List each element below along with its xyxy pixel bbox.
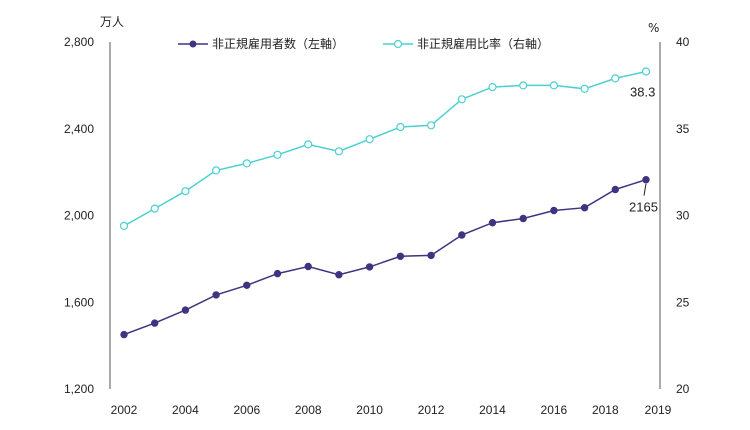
series-0-point: [304, 262, 312, 271]
series-line-0: [123, 178, 647, 336]
right-tick-label: 25: [676, 295, 690, 309]
series-0-point: [181, 306, 190, 314]
series-0-point: [427, 251, 435, 260]
left-tick-label: 1,200: [64, 382, 94, 396]
legend: 非正規雇用者数（左軸） 非正規雇用比率（右軸）: [178, 36, 549, 51]
series-1-point: [365, 135, 374, 144]
series-1-point: [212, 166, 221, 175]
legend-label-ratio: 非正規雇用比率（右軸）: [417, 36, 549, 51]
right-tick-label: 40: [676, 35, 690, 49]
x-axis: 2002 2004 2006 2008 2010 2012 2014 2016 2018 2019: [111, 403, 672, 417]
right-y-axis: 20 25 30 35 40: [659, 35, 690, 396]
x-tick-label: 2019: [645, 403, 672, 417]
series-1-point: [427, 121, 436, 130]
series-layer: 2165 38.3: [119, 67, 658, 339]
series-1-point: [549, 81, 559, 90]
right-tick-label: 35: [676, 122, 690, 136]
x-tick-label: 2002: [111, 403, 138, 417]
series-0-point: [151, 319, 159, 327]
series-0-point: [365, 263, 374, 271]
series-1-point: [242, 159, 251, 168]
series-1-end-label: 38.3: [630, 84, 655, 99]
series-1-point: [119, 221, 129, 230]
series-1-point: [488, 82, 497, 92]
legend-label-count: 非正規雇用者数（左軸）: [212, 36, 344, 51]
series-0-point: [212, 291, 220, 299]
series-1-point: [273, 150, 282, 159]
series-0-point: [273, 269, 282, 278]
x-tick-label: 2004: [172, 403, 199, 417]
series-1-point: [580, 84, 589, 93]
series-1-point: [334, 147, 343, 156]
series-1-point: [150, 204, 159, 213]
x-tick-label: 2006: [233, 403, 260, 417]
right-tick-label: 20: [676, 382, 690, 396]
left-tick-label: 2,800: [64, 35, 94, 49]
legend-marker-count: [189, 40, 197, 48]
series-line-1: [123, 70, 647, 227]
series-0-point: [488, 219, 497, 227]
x-tick-label: 2010: [356, 403, 383, 417]
left-tick-label: 2,400: [64, 122, 94, 136]
x-tick-label: 2014: [479, 403, 506, 417]
left-tick-label: 2,000: [64, 209, 94, 223]
right-tick-label: 30: [676, 209, 690, 223]
series-1-point: [181, 187, 190, 196]
series-0-point: [611, 185, 619, 194]
series-0-point: [396, 252, 405, 260]
legend-marker-ratio: [393, 39, 403, 49]
series-0-point: [642, 176, 650, 184]
series-0-point: [335, 271, 343, 279]
left-tick-label: 1,600: [64, 295, 94, 309]
series-0-point: [550, 206, 558, 215]
series-0-point: [243, 281, 251, 289]
x-tick-label: 2018: [592, 403, 619, 417]
series-1-point: [457, 95, 466, 104]
series-1-point: [304, 140, 313, 149]
right-axis-unit: %: [648, 21, 659, 35]
series-1-point: [641, 67, 651, 76]
x-tick-label: 2016: [541, 403, 568, 417]
series-0-point: [458, 231, 466, 239]
series-0-point: [580, 204, 589, 212]
x-tick-label: 2008: [295, 403, 322, 417]
series-1-point: [519, 81, 528, 90]
series-1-point: [396, 122, 405, 132]
series-0-end-label: 2165: [629, 200, 658, 215]
series-0-point: [519, 214, 527, 223]
left-axis-unit: 万人: [100, 15, 124, 29]
end-label-leader: [643, 183, 647, 196]
x-tick-label: 2012: [418, 403, 445, 417]
left-y-axis: 1,200 1,600 2,000 2,400 2,800: [64, 35, 111, 396]
series-0-point: [120, 330, 128, 339]
series-1-point: [611, 74, 620, 83]
